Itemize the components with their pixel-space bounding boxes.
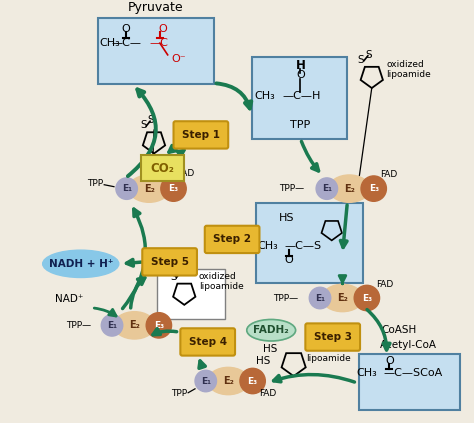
Text: FAD: FAD [178,170,195,179]
FancyBboxPatch shape [255,203,363,283]
Text: Step 2: Step 2 [213,234,251,244]
Text: E₃: E₃ [154,321,164,330]
Text: E₂: E₂ [344,184,355,194]
Text: E₃: E₃ [168,184,179,193]
Text: NAD⁺: NAD⁺ [55,294,83,304]
Text: —C—S: —C—S [285,241,322,251]
Text: O: O [385,357,394,366]
FancyBboxPatch shape [157,269,225,319]
Text: TPP: TPP [171,389,187,398]
Text: CH₃: CH₃ [257,241,278,251]
FancyBboxPatch shape [252,57,347,139]
Circle shape [354,285,380,311]
Text: Acetyl-CoA: Acetyl-CoA [380,340,438,350]
Circle shape [240,368,265,394]
Text: E₃: E₃ [369,184,379,193]
Text: Step 5: Step 5 [151,257,189,267]
Text: O: O [296,70,305,80]
Text: oxidized: oxidized [199,272,237,281]
Ellipse shape [247,319,296,341]
Text: S: S [178,266,185,277]
Text: O: O [158,25,167,34]
Text: CH₃: CH₃ [100,38,120,48]
FancyBboxPatch shape [181,328,235,356]
Text: FAD: FAD [259,389,276,398]
Text: —C—H: —C—H [283,91,321,101]
FancyBboxPatch shape [359,354,460,410]
FancyBboxPatch shape [98,18,214,84]
Text: E₁: E₁ [315,294,325,302]
Text: TPP—: TPP— [66,321,91,330]
Text: O⁻: O⁻ [172,54,186,64]
Text: lipoamide: lipoamide [306,354,351,363]
Text: oxidized: oxidized [386,60,424,69]
Text: S: S [148,115,155,125]
Text: HS: HS [256,355,270,365]
Text: —C: —C [149,38,168,48]
Text: HS: HS [263,344,277,354]
Ellipse shape [43,250,119,277]
Text: CH₃: CH₃ [254,91,275,101]
Text: TPP—: TPP— [273,294,299,302]
Text: FAD: FAD [380,170,397,179]
Text: TPP: TPP [291,120,310,130]
Text: E₁: E₁ [322,184,332,193]
Text: S: S [358,55,365,65]
FancyBboxPatch shape [141,155,184,181]
Text: TPP: TPP [87,179,103,188]
Text: S: S [140,120,146,130]
Text: —C—: —C— [112,38,142,48]
Text: E₂: E₂ [129,320,140,330]
Circle shape [316,178,337,199]
Text: E₁: E₁ [201,376,211,385]
Ellipse shape [208,367,249,395]
Text: O: O [121,25,130,34]
Ellipse shape [128,175,170,202]
Circle shape [116,178,137,199]
Circle shape [361,176,386,201]
Text: NADH + H⁺: NADH + H⁺ [48,259,113,269]
Text: O: O [284,255,293,265]
Ellipse shape [114,312,155,339]
Text: —C—SCoA: —C—SCoA [383,368,443,378]
Text: lipoamide: lipoamide [199,282,244,291]
Text: FADH₂: FADH₂ [253,325,289,335]
Text: E₁: E₁ [122,184,132,193]
FancyBboxPatch shape [173,121,228,148]
Text: reduced: reduced [306,344,343,353]
Text: lipoamide: lipoamide [386,70,431,79]
Text: E₁: E₁ [107,321,117,330]
Text: Step 3: Step 3 [314,332,352,342]
Circle shape [195,370,217,392]
Text: TPP—: TPP— [279,184,304,193]
FancyBboxPatch shape [142,248,197,275]
Text: Step 4: Step 4 [189,337,227,347]
FancyBboxPatch shape [305,324,360,351]
Text: Pyruvate: Pyruvate [128,1,184,14]
Text: CO₂: CO₂ [151,162,175,175]
FancyBboxPatch shape [205,226,259,253]
Text: FAD: FAD [376,280,393,289]
Text: CoASH: CoASH [382,325,417,335]
Text: Step 1: Step 1 [182,130,220,140]
Text: E₃: E₃ [362,294,372,302]
Ellipse shape [322,284,363,312]
Ellipse shape [329,175,370,202]
Text: CH₃: CH₃ [356,368,377,378]
Text: H: H [295,59,305,72]
Text: E₂: E₂ [223,376,234,386]
Text: E₃: E₃ [247,376,258,385]
Circle shape [309,287,331,309]
Text: E₂: E₂ [144,184,155,194]
Text: HS: HS [279,213,294,223]
Text: E₂: E₂ [337,293,348,303]
Circle shape [161,176,186,201]
Circle shape [101,315,123,336]
Text: S: S [170,272,177,282]
Text: S: S [365,50,372,60]
Circle shape [146,313,172,338]
